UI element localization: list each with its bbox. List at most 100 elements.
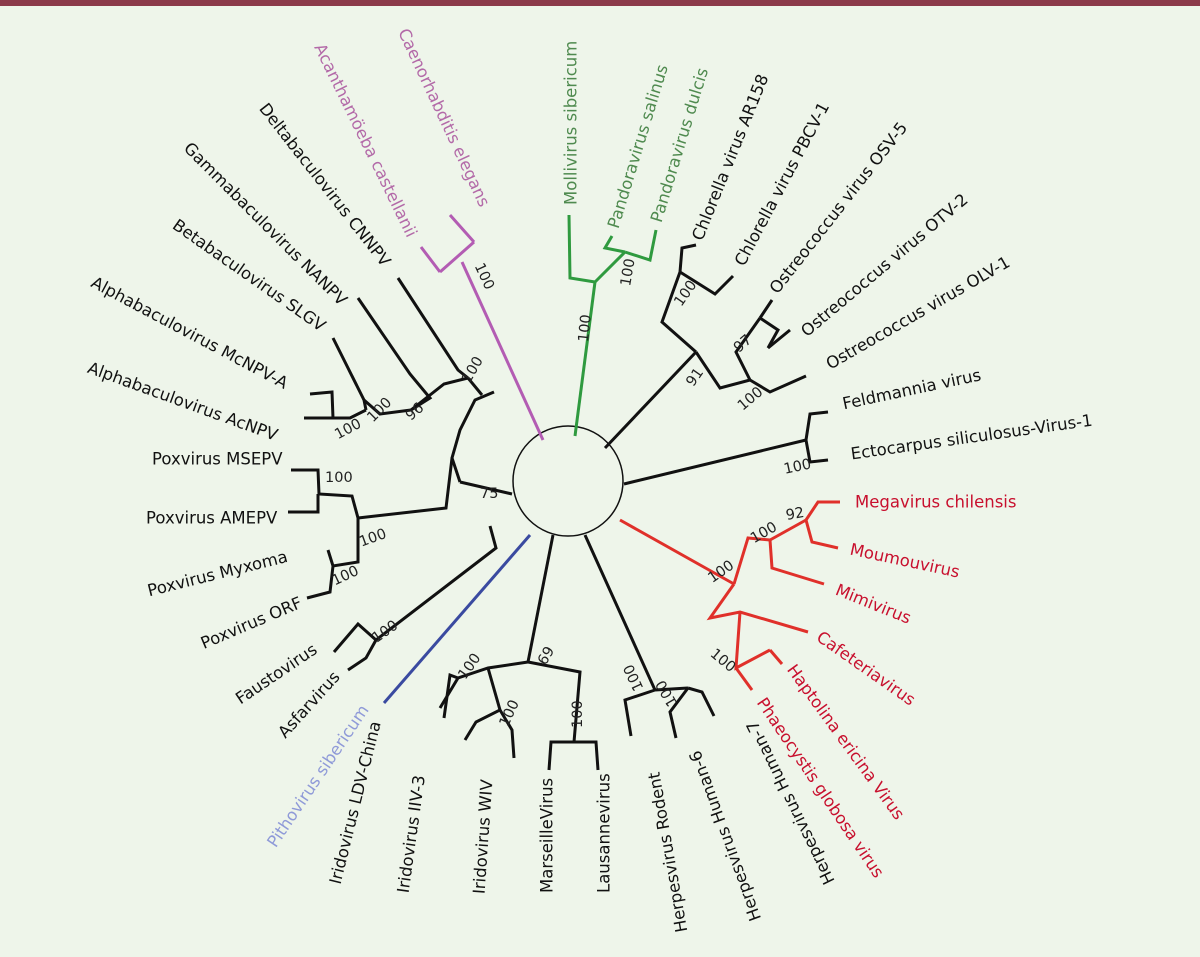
branch-irido-wiv — [498, 709, 516, 759]
branch-caenorhabditis — [448, 214, 476, 243]
leaf-label-acanthamoeba: Acanthamöeba castellanii — [310, 40, 421, 240]
leaf-label-pox-myxoma: Poxvirus Myxoma — [145, 547, 289, 600]
branch-euk-node — [439, 240, 475, 274]
branch-phaeocystis — [734, 667, 754, 691]
leaf-label-feldmannia: Feldmannia virus — [841, 365, 983, 413]
branch-gamma — [356, 297, 433, 412]
leaf-label-pox-orf: Poxvirus ORF — [198, 593, 305, 653]
branch-irido-ldv — [442, 672, 459, 719]
branch-mimivirus — [768, 539, 825, 586]
branch-ecto-stem — [623, 438, 807, 486]
branch-mollivirus — [567, 214, 596, 284]
branch-pandora-stem — [573, 281, 597, 437]
branch-herpes-h7 — [687, 686, 716, 717]
branch-pandora-salinus — [602, 235, 626, 254]
bootstrap-pox: 100 — [357, 526, 388, 551]
leaf-label-moumouvirus: Moumouvirus — [848, 540, 961, 582]
bootstrap-pox-clade: 75 — [480, 486, 498, 502]
branch-ostreo-node — [734, 317, 762, 381]
leaf-label-lausanne: Lausannevirus — [595, 773, 614, 893]
branch-abg — [361, 395, 412, 416]
bootstrap-irido-marseille: 69 — [535, 644, 558, 668]
branch-marseille — [547, 740, 574, 771]
branch-mimi-node — [732, 536, 771, 585]
branch-pandora-node — [593, 250, 627, 284]
leaf-label-ectocarpus: Ectocarpus siliculosus-Virus-1 — [850, 411, 1094, 464]
branch-herpes-h6 — [668, 687, 690, 739]
bootstrap-pox-msepv-amepv: 100 — [325, 470, 353, 486]
bootstrap-pandora-molli: 100 — [576, 314, 595, 343]
branch-chlorella-pbcv — [679, 270, 735, 296]
branch-alpha-mc — [309, 390, 367, 420]
branch-cell-stem — [459, 480, 513, 496]
branch-pox-myx — [326, 518, 360, 568]
branch-megamou-node — [769, 518, 807, 542]
branch-im-stem — [526, 534, 555, 663]
branch-asfarvirus — [347, 639, 378, 672]
bootstrap-marseille: 100 — [570, 700, 586, 728]
bootstrap-baculo: 100 — [459, 354, 487, 386]
branch-herpes-stem — [583, 534, 657, 691]
leaf-label-pox-amepv: Poxvirus AMEPV — [146, 509, 278, 528]
branch-acanthamoeba — [419, 246, 442, 273]
branch-pithovirus — [382, 534, 532, 704]
branch-ostreo-otv2 — [759, 316, 780, 349]
branch-moumouvirus — [804, 519, 839, 550]
branch-pox-stem — [357, 457, 454, 520]
branch-chlorella-node — [660, 271, 697, 354]
branch-megavirus — [804, 500, 840, 521]
leaf-label-megavirus: Megavirus chilensis — [855, 493, 1017, 512]
branch-cafeteria — [706, 583, 809, 634]
branch-feldmannia — [749, 374, 807, 394]
tree-root-circle — [512, 425, 624, 537]
leaf-label-mimivirus: Mimivirus — [833, 580, 914, 627]
bootstrap-hapto: 100 — [707, 646, 738, 676]
leaf-label-irido-iiv3: Iridovirus IIV-3 — [394, 774, 429, 894]
bootstrap-ectocarpus: 100 — [782, 456, 812, 477]
leaf-label-herpes-h6: Herpesvirus Human-6 — [686, 748, 765, 924]
bootstrap-baculo-alpha-beta: 100 — [364, 395, 395, 426]
leaf-label-pox-msepv: Poxvirus MSEPV — [152, 450, 283, 469]
branch-ectocarpus — [804, 439, 829, 464]
bootstrap-baculo-alpha: 100 — [332, 416, 364, 443]
branch-baculo-stem — [466, 377, 484, 396]
branch-pox-amepv — [288, 494, 320, 514]
branch-euk-stem — [460, 261, 545, 441]
leaf-label-irido-wiv: Iridovirus WIV — [470, 778, 497, 894]
branch-irido-iiv3 — [463, 667, 502, 741]
leaf-label-ostreo-olv1: Ostreococcus virus OLV-1 — [823, 252, 1013, 373]
bootstrap-mimi-sub: 100 — [748, 519, 780, 547]
branch-feld2 — [804, 410, 829, 441]
leaf-label-marseille: MarseilleVirus — [538, 778, 557, 893]
branch-delta — [396, 277, 469, 380]
branch-pandora-dulcis — [624, 229, 658, 262]
leaf-label-mollivirus: Mollivirus sibericum — [562, 41, 581, 205]
branch-herpes-rodent — [623, 688, 656, 737]
leaf-label-caenorhabditis: Caenorhabditis elegans — [394, 26, 493, 210]
branch-marseille-node — [527, 660, 582, 743]
branch-chlorella-ar158 — [678, 243, 697, 273]
bootstrap-pandora: 100 — [618, 257, 639, 287]
branch-ostreo-osv5 — [758, 299, 774, 319]
top-rule — [0, 0, 1200, 6]
bootstrap-mega-mou: 92 — [785, 505, 806, 524]
bootstrap-herpes-human: 100 — [653, 677, 681, 709]
branch-lausanne — [574, 740, 600, 771]
branch-ostreo-olv1 — [767, 328, 791, 350]
branch-herpes-human — [654, 686, 689, 692]
bootstrap-phyco: 91 — [683, 365, 707, 389]
branch-asfar-stem — [375, 525, 498, 642]
branch-pox-orf — [306, 565, 335, 600]
branch-phyco-stem — [603, 350, 698, 450]
leaf-label-herpes-rodent: Herpesvirus Rodent — [644, 770, 691, 934]
branch-beta — [331, 337, 366, 401]
branch-ostreo-feld-node — [694, 351, 751, 390]
bootstrap-irido-sub: 100 — [497, 698, 523, 730]
branch-haptolina — [768, 649, 784, 665]
branch-faustovirus — [332, 621, 377, 653]
branch-cell-arc — [450, 390, 495, 483]
leaf-label-cafeteria: Cafeteriavirus — [813, 627, 919, 709]
bootstrap-ostreo: 97 — [731, 332, 755, 356]
branch-mimi-stem — [619, 518, 735, 586]
